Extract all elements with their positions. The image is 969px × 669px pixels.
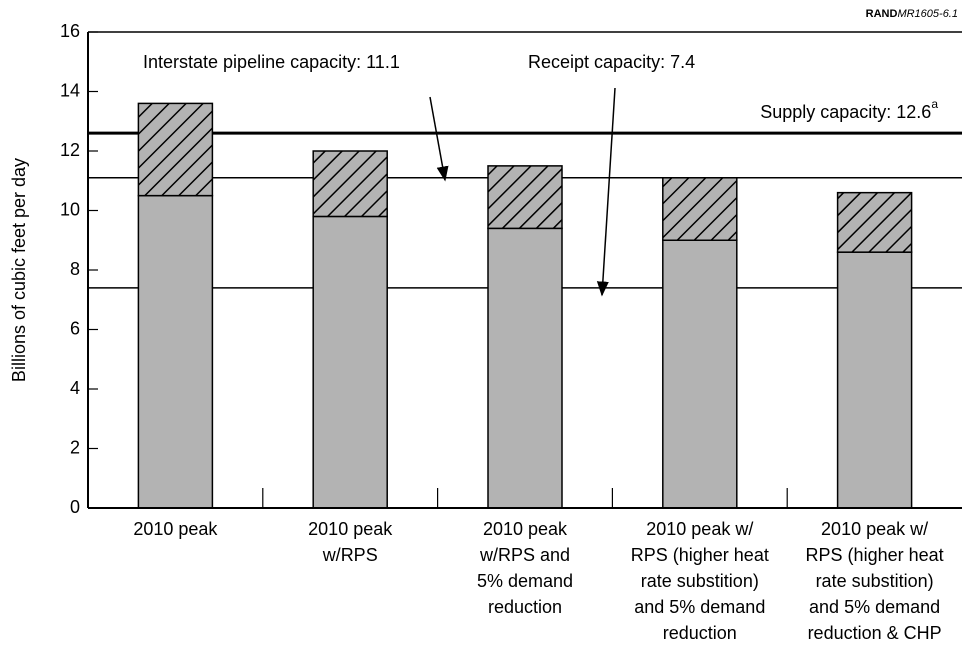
- x-tick-label: w/RPS and: [479, 545, 570, 565]
- bar-segment: [836, 251, 913, 509]
- reference-label-superscript: a: [931, 97, 938, 111]
- x-tick-label: reduction & CHP: [808, 623, 942, 643]
- y-tick-label: 4: [70, 378, 80, 398]
- x-tick-label: reduction: [488, 597, 562, 617]
- x-tick-label: rate substition): [816, 571, 934, 591]
- x-tick-label: 2010 peak: [133, 519, 218, 539]
- x-tick-label: rate substition): [641, 571, 759, 591]
- x-tick-label: RPS (higher heat: [806, 545, 944, 565]
- bar-segment: [662, 239, 738, 509]
- x-tick-label: and 5% demand: [634, 597, 765, 617]
- bar-segment: [137, 102, 214, 197]
- x-tick-label: reduction: [663, 623, 737, 643]
- bar-segment: [836, 191, 913, 253]
- x-tick-label: 5% demand: [477, 571, 573, 591]
- x-tick-label: 2010 peak: [483, 519, 568, 539]
- source-id: MR1605-6.1: [897, 8, 958, 20]
- reference-label: Receipt capacity: 7.4: [528, 52, 695, 72]
- y-tick-label: 10: [60, 199, 80, 219]
- y-tick-label: 2: [70, 437, 80, 457]
- y-tick-label: 0: [70, 497, 80, 517]
- source-org: RAND: [866, 8, 898, 20]
- reference-label-text: Supply capacity: 12.6: [760, 102, 931, 122]
- bar-segment: [137, 194, 214, 509]
- bar-segment: [312, 215, 388, 509]
- x-tick-label: 2010 peak w/: [646, 519, 753, 539]
- y-tick-label: 12: [60, 140, 80, 160]
- arrow: [429, 96, 449, 182]
- y-tick-label: 14: [60, 80, 80, 100]
- bar-segment: [662, 177, 738, 241]
- y-tick-label: 16: [60, 21, 80, 41]
- reference-label: Interstate pipeline capacity: 11.1: [143, 52, 400, 72]
- bar-segment: [487, 165, 563, 230]
- x-tick-label: w/RPS: [322, 545, 378, 565]
- reference-label-text: Receipt capacity: 7.4: [528, 52, 695, 72]
- x-tick-label: and 5% demand: [809, 597, 940, 617]
- x-tick-label: 2010 peak w/: [821, 519, 928, 539]
- source: RANDMR1605-6.1: [866, 8, 958, 20]
- arrow: [596, 87, 616, 297]
- bar-segment: [487, 227, 563, 509]
- y-axis-label: Billions of cubic feet per day: [9, 158, 29, 382]
- x-tick-label: RPS (higher heat: [631, 545, 769, 565]
- x-tick-label: 2010 peak: [308, 519, 393, 539]
- bar-segment: [312, 150, 388, 218]
- y-tick-label: 6: [70, 318, 80, 338]
- reference-label: Supply capacity: 12.6a: [760, 97, 938, 122]
- reference-label-text: Interstate pipeline capacity: 11.1: [143, 52, 400, 72]
- y-tick-label: 8: [70, 259, 80, 279]
